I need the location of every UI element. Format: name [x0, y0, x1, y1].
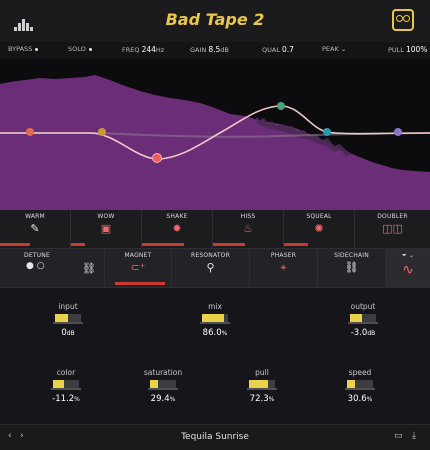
cassette-tape-icon[interactable] [392, 9, 414, 31]
preset-bar: ‹ › Tequila Sunrise ▭ ⤓ [0, 424, 430, 450]
effects-row-1: WARM ✎ WOW ▣ SHAKE ✸ HISS ♨ SQUEAL ✺ DOU… [0, 210, 430, 248]
magnet-icon: ⊂⁺ [130, 261, 146, 274]
download-icon[interactable]: ⤓ [412, 431, 416, 441]
chevron-right-icon[interactable]: › [20, 431, 24, 441]
wave-icon: ∿ [402, 262, 414, 278]
active-indicator [0, 243, 30, 246]
bypass-dot-icon [35, 47, 39, 51]
preset-name[interactable]: Tequila Sunrise [181, 432, 249, 442]
active-indicator [115, 282, 165, 285]
active-indicator [142, 243, 184, 246]
input-slider[interactable] [53, 314, 83, 324]
folder-icon[interactable]: ▭ [394, 431, 403, 441]
eq-node-1[interactable] [26, 128, 34, 136]
effect-shake[interactable]: SHAKE ✸ [142, 210, 213, 248]
link-icon: ⛓ [344, 261, 359, 274]
chain-link-icon[interactable]: ⛓ [82, 262, 96, 275]
eq-curve [0, 105, 430, 160]
speed-slider[interactable] [345, 380, 375, 390]
effect-doubler[interactable]: DOUBLER ◫◫ [355, 210, 430, 248]
eq-node-2[interactable] [98, 128, 106, 136]
squeal-icon: ✺ [314, 222, 324, 235]
effect-phaser[interactable]: PHASER ⌖ [250, 249, 318, 287]
effect-wow[interactable]: WOW ▣ [71, 210, 142, 248]
spectrum-eq-graph[interactable] [0, 58, 430, 210]
bypass-toggle[interactable]: BYPASS [8, 45, 39, 53]
eq-node-4[interactable] [277, 102, 285, 110]
color-control[interactable]: color -11.2% [51, 368, 81, 404]
active-indicator [213, 243, 245, 246]
parameters-panel: input 0dB mix 86.0% output -3.0dB color … [0, 288, 430, 424]
effect-warm[interactable]: WARM ✎ [0, 210, 71, 248]
chevron-down-icon: ⌄ [340, 45, 347, 53]
input-control[interactable]: input 0dB [28, 302, 108, 338]
speed-control[interactable]: speed 30.6% [345, 368, 375, 404]
solo-toggle[interactable]: SOLO [68, 45, 92, 53]
band-parameter-bar: BYPASS SOLO FREQ 244Hz GAIN 8.5dB QUAL 0… [0, 42, 430, 58]
freq-readout[interactable]: FREQ 244Hz [122, 45, 165, 54]
effect-squeal[interactable]: SQUEAL ✺ [284, 210, 355, 248]
phaser-icon: ⌖ [280, 261, 287, 274]
detune-toggle-icon: ● ○ [26, 261, 45, 271]
hiss-icon: ♨ [243, 222, 253, 235]
eq-node-3-selected[interactable] [152, 153, 162, 163]
eq-node-6[interactable] [394, 128, 402, 136]
pull-control[interactable]: pull 72.3% [247, 368, 277, 404]
color-slider[interactable] [51, 380, 81, 390]
filter-type-select[interactable]: PEAK ⌄ [322, 45, 347, 53]
resonator-icon: ⚲ [206, 261, 215, 274]
saturation-control[interactable]: saturation 29.4% [143, 368, 183, 404]
pull-readout[interactable]: PULL 100% [388, 45, 428, 54]
spectrum-area [0, 75, 430, 210]
lfo-mini-icon: ⏷ ⌄ [401, 252, 415, 259]
brush-icon: ✎ [30, 222, 40, 235]
header: Bad Tape 2 [0, 0, 430, 43]
active-indicator [284, 243, 308, 246]
lfo-mod-button[interactable]: ⏷ ⌄ ∿ [386, 249, 430, 287]
chevron-left-icon[interactable]: ‹ [8, 431, 12, 441]
mix-control[interactable]: mix 86.0% [200, 302, 230, 338]
effect-sidechain[interactable]: SIDECHAIN ⛓ [318, 249, 386, 287]
mix-slider[interactable] [200, 314, 230, 324]
saturation-slider[interactable] [148, 380, 178, 390]
shake-icon: ✸ [172, 222, 182, 235]
effect-magnet[interactable]: MAGNET ⊂⁺ [105, 249, 172, 287]
effect-hiss[interactable]: HISS ♨ [213, 210, 284, 248]
waveform-logo-icon[interactable] [14, 12, 34, 31]
plugin-title: Bad Tape 2 [165, 10, 265, 29]
gain-readout[interactable]: GAIN 8.5dB [190, 45, 229, 54]
qual-readout[interactable]: QUAL 0.7 [262, 45, 294, 54]
effect-detune[interactable]: DETUNE ● ○ ⛓ [0, 249, 105, 287]
tape-icon: ▣ [100, 222, 112, 235]
output-slider[interactable] [348, 314, 378, 324]
solo-dot-icon [88, 47, 92, 51]
output-control[interactable]: output -3.0dB [348, 302, 378, 338]
effect-resonator[interactable]: RESONATOR ⚲ [172, 249, 250, 287]
eq-node-5[interactable] [323, 128, 331, 136]
effects-row-2: DETUNE ● ○ ⛓ MAGNET ⊂⁺ RESONATOR ⚲ PHASE… [0, 248, 430, 288]
active-indicator [71, 243, 85, 246]
doubler-icon: ◫◫ [382, 222, 403, 235]
pull-slider[interactable] [247, 380, 277, 390]
